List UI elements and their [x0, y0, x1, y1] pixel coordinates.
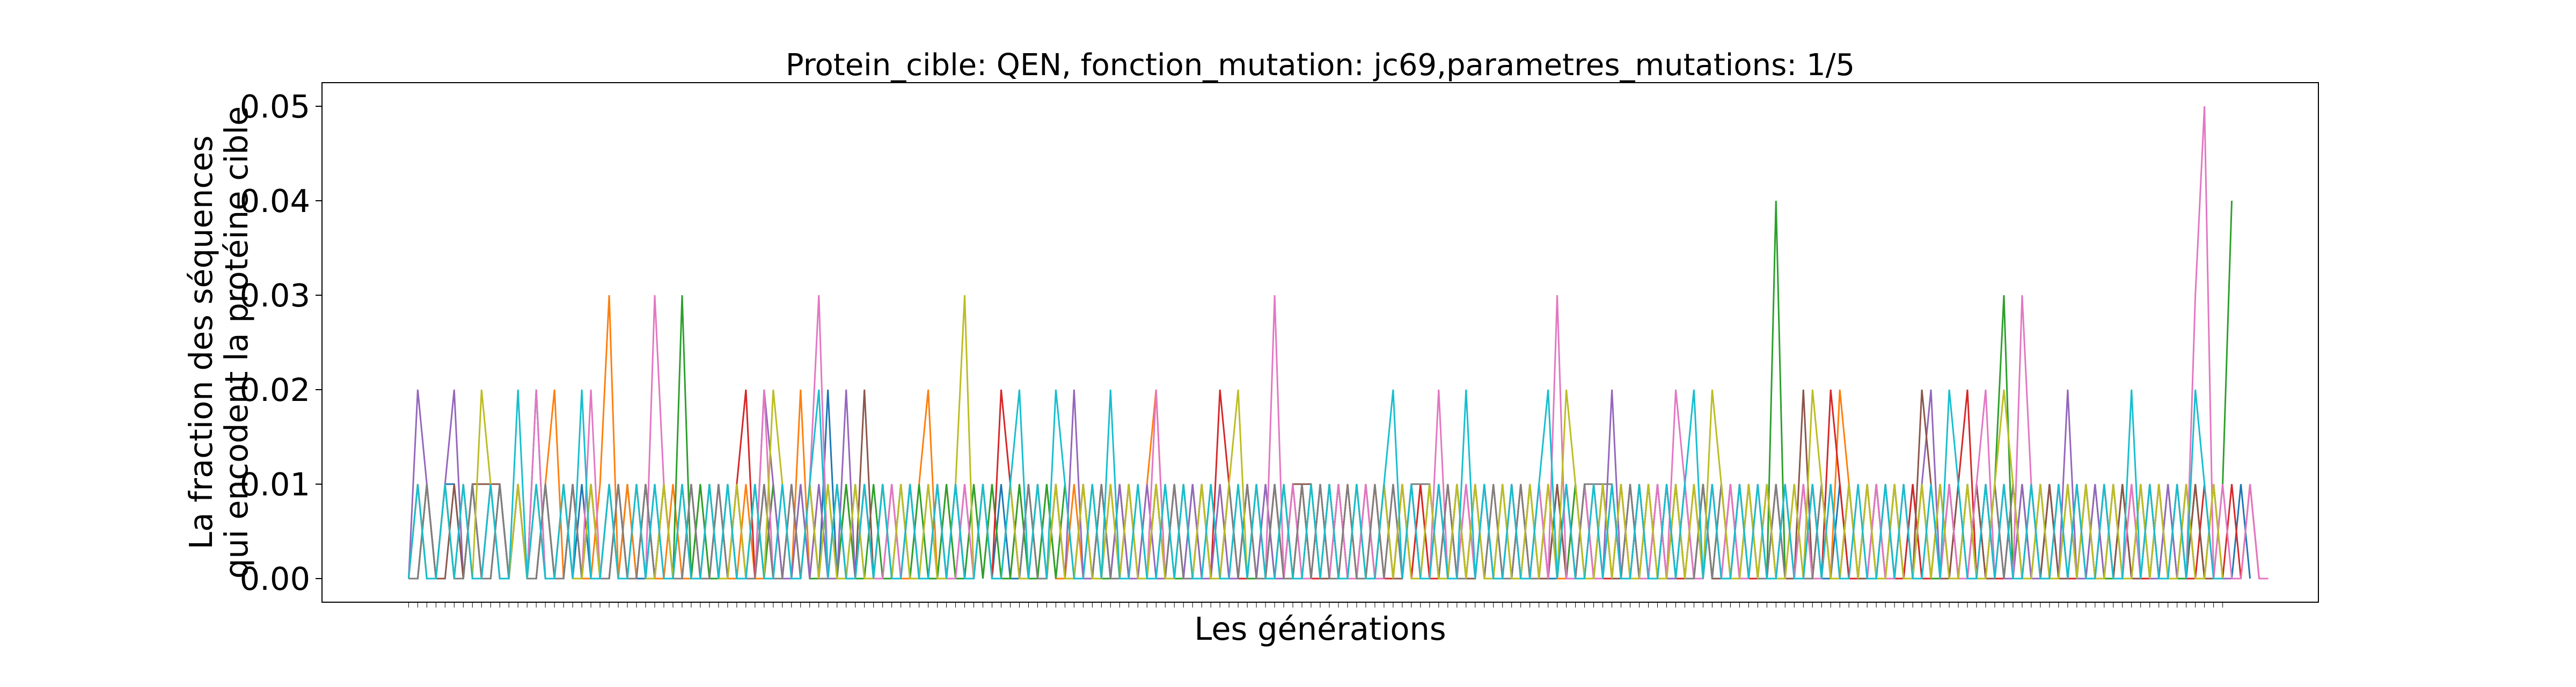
y-tick-label: 0.01	[240, 466, 310, 503]
y-axis: 0.00 0.01 0.02 0.03 0.04 0.05	[240, 88, 322, 597]
y-axis-label: La fraction des séquences qui encodent l…	[182, 106, 255, 579]
y-tick-label: 0.03	[240, 277, 310, 314]
y-tick-label: 0.05	[240, 88, 310, 125]
y-tick-label: 0.02	[240, 371, 310, 408]
y-tick-label: 0.04	[240, 182, 310, 220]
y-axis-label-line-1: La fraction des séquences	[182, 135, 219, 549]
y-axis-label-line-2: qui encodent la protéine cible	[218, 106, 255, 579]
series-line-10	[407, 389, 2223, 580]
x-axis	[408, 602, 2223, 608]
chart-title: Protein_cible: QEN, fonction_mutation: j…	[786, 48, 1855, 83]
series-layer	[407, 106, 2268, 580]
y-tick-label: 0.00	[240, 560, 310, 597]
x-axis-label: Les générations	[1194, 610, 1446, 647]
